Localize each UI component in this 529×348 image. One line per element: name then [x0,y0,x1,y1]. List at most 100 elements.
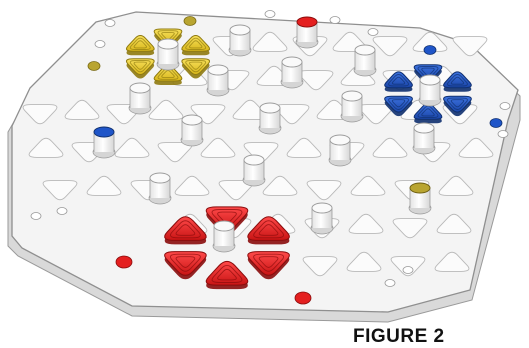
corner-hole [104,19,116,27]
peg-body [282,62,302,82]
board-cell [114,137,150,158]
board-cell [372,36,408,57]
board-cell [28,137,64,158]
peg-top [129,82,151,94]
board-cell [64,99,100,120]
blue-marker-dot [489,118,503,128]
piece-groove [391,76,406,85]
peg-body [355,50,375,70]
peg-top [207,64,229,76]
peg-body [150,178,170,198]
piece-groove [129,60,151,73]
peg-top [341,90,363,102]
board-cell [252,31,288,52]
board-cell [458,137,494,158]
piece [181,58,211,75]
board-cell [346,251,382,272]
board-cell [302,256,338,277]
yellow-marker-dot [183,16,197,26]
yellow-marker-dot [87,61,101,71]
board-cell [86,175,122,196]
peg-top [419,74,441,86]
corner-hole [402,266,414,274]
board-cell [286,137,322,158]
board-cell [350,175,386,196]
corner-hole [264,10,276,18]
piece [181,35,211,52]
peg-body [342,96,362,116]
red-home-pieces [164,206,290,290]
corner-hole [94,40,106,48]
peg-top [329,134,351,146]
piece [125,58,155,75]
peg-body [244,160,264,180]
corner-hole [384,279,396,287]
piece [164,216,207,241]
peg-body [208,70,228,90]
piece-groove [391,99,406,108]
peg-top [259,102,281,114]
board-cell [174,175,210,196]
figure-caption: FIGURE 2 [353,326,445,347]
board-cell [434,251,470,272]
board-cell [436,213,472,234]
corner-dots [30,10,511,305]
board-cell [42,180,78,201]
piece-groove [170,220,201,239]
piece [443,71,472,89]
piece-groove [217,268,237,281]
red-marker-dot [115,255,133,269]
piece-groove [175,224,196,236]
piece-groove [258,224,279,236]
board-cell [148,99,184,120]
peg-body [420,80,440,100]
piece [384,95,413,113]
corner-hole [329,16,341,24]
corner-hole [30,212,42,220]
peg-cap-blue [93,126,115,138]
piece [205,260,249,286]
piece-groove [450,99,465,108]
corner-hole [367,28,379,36]
peg-body [130,88,150,108]
piece-groove [161,70,175,79]
piece-groove [388,97,409,110]
piece-groove [258,256,279,268]
board-cell [392,218,428,239]
peg-body [330,140,350,160]
piece-groove [421,108,435,117]
peg-top [413,122,435,134]
board-pegs [92,16,442,253]
corner-hole [499,102,511,110]
board-cell [452,36,488,57]
piece-groove [447,74,468,87]
piece-groove [129,37,151,50]
peg-body [297,22,317,42]
piece [443,95,472,113]
peg-top [311,202,333,214]
peg-top [157,38,179,50]
blue-marker-dot [423,45,437,55]
board-cell [306,180,342,201]
peg-body [410,188,430,208]
board-cell [22,104,58,125]
piece-groove [175,256,196,268]
peg-body [312,208,332,228]
piece-groove [189,61,203,70]
corner-hole [497,130,509,138]
board-cell [372,137,408,158]
peg-top [229,24,251,36]
piece [247,251,290,276]
peg-top [213,220,235,232]
piece-groove [450,76,465,85]
piece-groove [185,37,207,50]
piece-groove [211,264,243,283]
piece-groove [388,74,409,87]
peg-body [214,226,234,246]
peg-top [354,44,376,56]
peg-cap-olive [409,182,431,194]
piece-groove [253,220,284,239]
piece-groove [189,40,203,49]
peg-top [149,172,171,184]
piece [164,251,207,276]
